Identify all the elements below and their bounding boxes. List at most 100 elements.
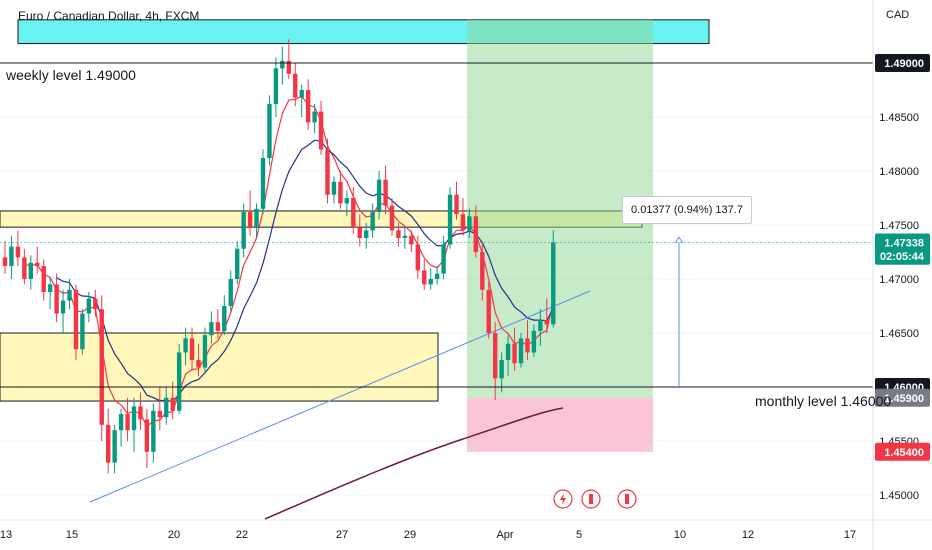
candle-body — [415, 244, 420, 271]
flash-icon[interactable] — [553, 489, 573, 509]
candle-body — [531, 330, 537, 353]
candle-body — [99, 309, 104, 425]
candle-body — [215, 322, 221, 331]
loss-zone — [467, 397, 653, 452]
overlay-layer — [0, 62, 873, 509]
candle-body — [125, 414, 130, 431]
trendline — [89, 290, 591, 503]
candle-body — [409, 235, 414, 245]
candle-body — [299, 90, 304, 98]
candle-body — [422, 270, 427, 285]
candle-body — [67, 289, 72, 301]
time-tick-label: 17 — [844, 529, 856, 541]
candle-body — [518, 338, 524, 364]
candle-body — [551, 242, 556, 325]
candle-body — [312, 111, 317, 123]
price-tag-label: 1.45400 — [884, 447, 924, 459]
candle-body — [454, 194, 459, 215]
candle-body — [467, 216, 472, 231]
candle-body — [222, 306, 227, 331]
candle-body — [176, 352, 182, 411]
candle-body — [428, 279, 433, 285]
candle-body — [247, 212, 253, 228]
candle-body — [447, 194, 453, 245]
candle-body — [486, 289, 491, 333]
weekly-level-label: weekly level 1.49000 — [6, 67, 136, 83]
ema-slow-line — [56, 139, 554, 403]
measure-arrow-head — [674, 236, 684, 244]
candle-body — [54, 284, 59, 314]
price-tick-label: 1.48500 — [879, 112, 919, 124]
candle-body — [202, 335, 208, 368]
time-tick-label: 13 — [0, 529, 12, 541]
candle-body — [499, 360, 504, 379]
time-tick-label: 10 — [674, 529, 686, 541]
candle-body — [138, 406, 143, 420]
canada-flag-radio-icon[interactable] — [617, 489, 637, 509]
candle-body — [60, 300, 66, 314]
time-tick-label: 5 — [576, 529, 582, 541]
candle-body — [544, 320, 549, 325]
monthly-level-label: monthly level 1.46000 — [755, 393, 892, 409]
candle-body — [235, 248, 240, 279]
candle-body — [131, 406, 137, 431]
candle-body — [325, 149, 330, 195]
time-tick-label: 20 — [168, 529, 180, 541]
price-tag-label: 1.47338 — [884, 237, 924, 249]
candle-body — [164, 397, 169, 418]
candle-body — [434, 273, 440, 279]
candle-body — [538, 320, 543, 331]
time-tick-label: 27 — [336, 529, 348, 541]
candle-body — [241, 212, 246, 249]
candle-body — [493, 333, 498, 379]
candle-body — [9, 246, 14, 267]
candle-body — [512, 343, 517, 364]
candle-body — [293, 73, 298, 98]
candle-body — [183, 338, 188, 353]
candle-body — [460, 214, 466, 231]
candle-body — [480, 252, 485, 290]
candle-body — [344, 198, 350, 204]
candle-body — [376, 179, 382, 213]
candle-body — [357, 227, 362, 238]
flag-glyph — [625, 494, 629, 504]
price-tick-label: 1.47000 — [879, 274, 919, 286]
price-tag-label: 02:05:44 — [880, 251, 925, 263]
candle-body — [254, 208, 259, 228]
price-tag-label: 1.45900 — [884, 393, 924, 405]
candle-body — [106, 424, 111, 463]
symbol-title[interactable]: Euro / Canadian Dollar, 4h, FXCM — [18, 9, 200, 23]
price-tag — [875, 388, 930, 407]
time-tick-label: 29 — [404, 529, 416, 541]
price-tick-label: 1.46500 — [879, 328, 919, 340]
candle-body — [93, 298, 98, 310]
flag-glyph — [589, 494, 593, 504]
time-tick-label: 22 — [236, 529, 248, 541]
candle-body — [441, 244, 446, 274]
price-tick-label: 1.48000 — [879, 166, 919, 178]
candle-body — [351, 198, 356, 228]
candle-body — [273, 68, 279, 105]
time-tick-label: 12 — [742, 529, 754, 541]
candles-layer — [2, 39, 556, 474]
support-zone — [0, 332, 439, 402]
time-tick-label: Apr — [496, 529, 513, 541]
candle-body — [189, 338, 195, 360]
candle-body — [196, 360, 201, 368]
candle-body — [331, 181, 337, 195]
candle-body — [151, 410, 156, 452]
price-tag — [875, 442, 930, 461]
measure-label: 0.01377 (0.94%) 137.7 — [622, 196, 752, 224]
price-tag-label: 1.49000 — [884, 58, 924, 70]
canada-flag-icon[interactable] — [581, 489, 601, 509]
candle-body — [473, 216, 479, 252]
candle-body — [389, 205, 395, 231]
candle-body — [73, 289, 79, 350]
candle-body — [15, 246, 21, 258]
currency-label[interactable]: CAD — [886, 9, 910, 21]
candle-body — [338, 181, 343, 204]
candle-body — [144, 419, 150, 452]
candle-body — [157, 410, 162, 418]
